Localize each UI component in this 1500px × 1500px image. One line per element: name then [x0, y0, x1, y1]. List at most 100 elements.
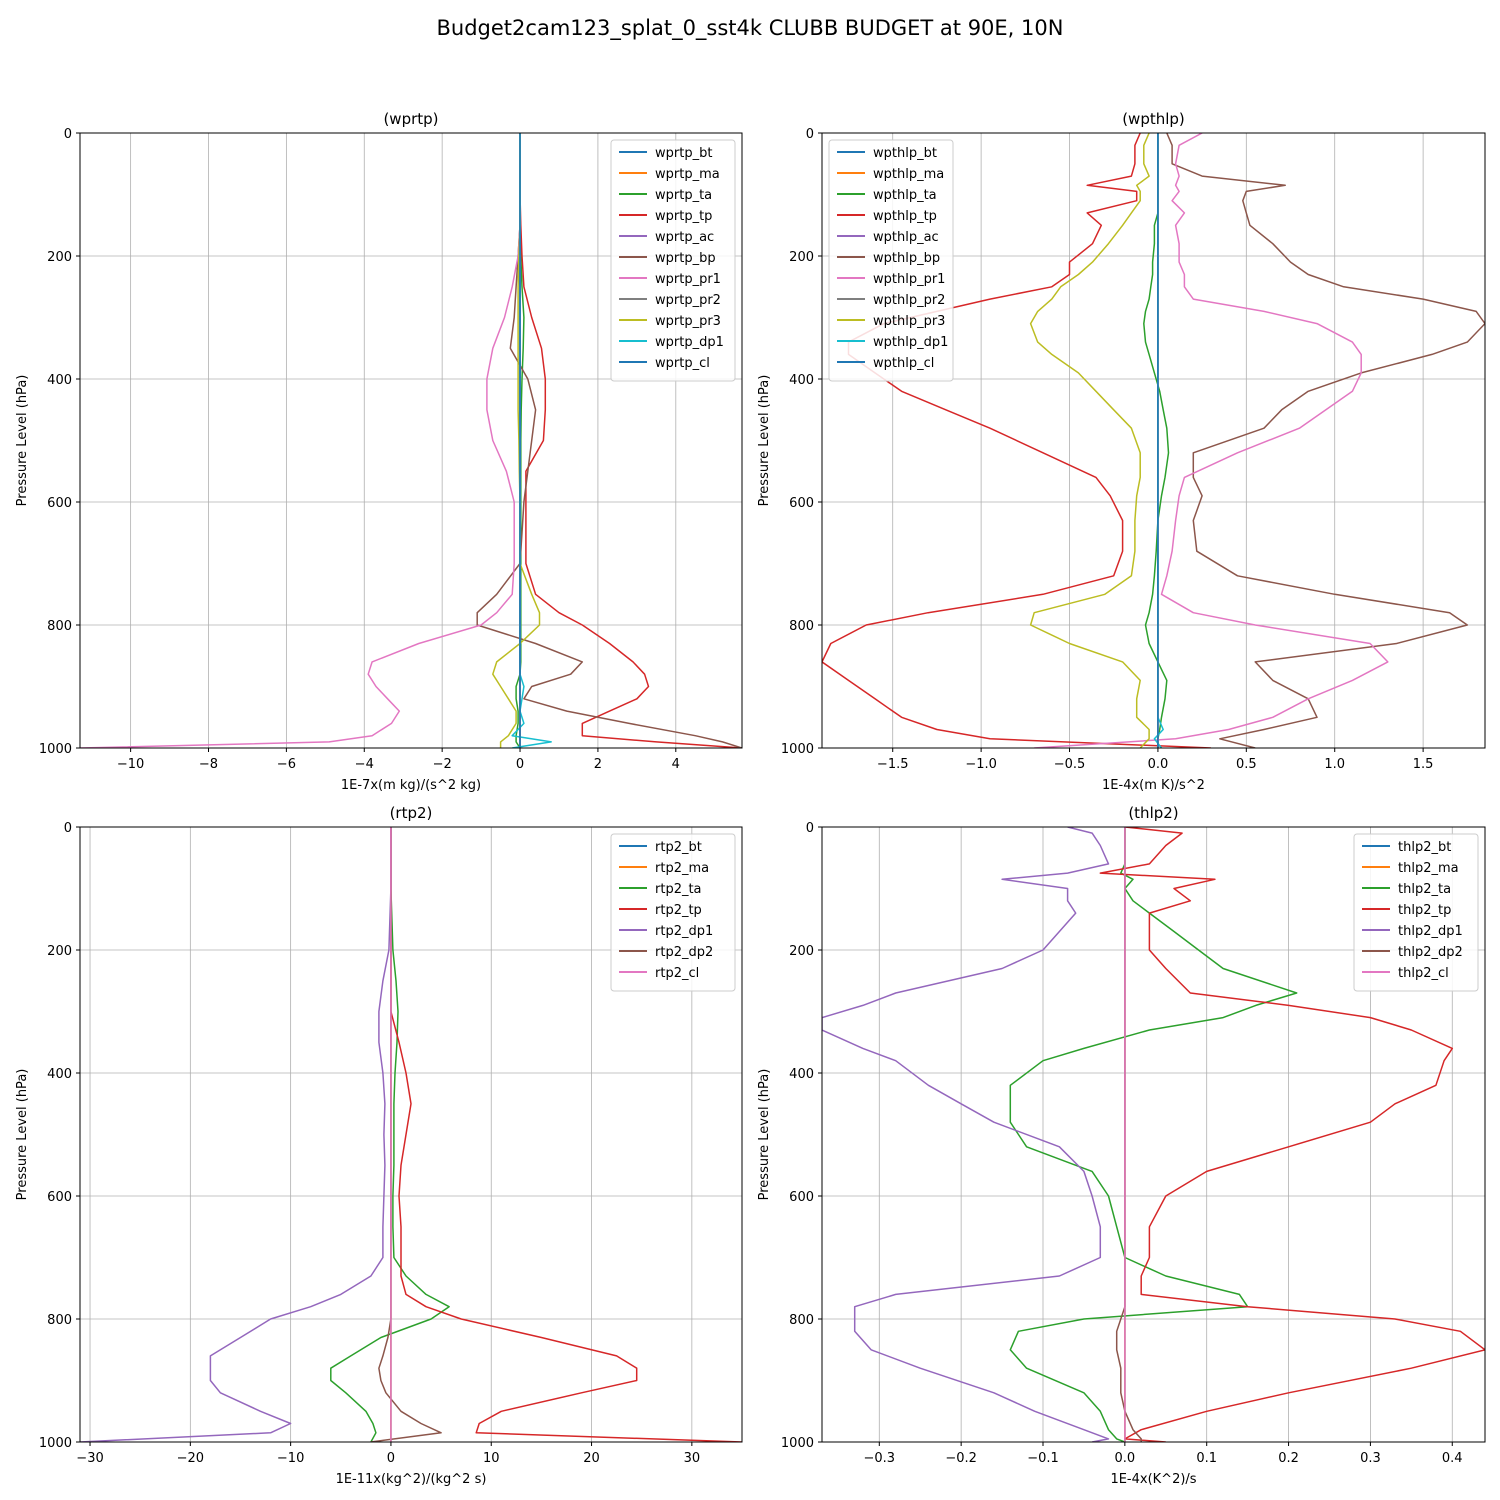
y-tick-label: 1000 [39, 742, 72, 757]
x-tick-label: −10 [117, 757, 144, 772]
series-group [822, 133, 1485, 748]
plot-frame [821, 826, 1486, 1443]
legend-label-wpthlp_ac: wpthlp_ac [873, 230, 939, 245]
series-line-thlp2_ta [1009, 827, 1298, 1442]
legend: thlp2_bt thlp2_ma thlp2_ta thlp2_tp thlp2_dp… [1353, 833, 1479, 992]
x-axis-label: 1E-4x(m K)/s^2 [1102, 778, 1205, 793]
x-tick-label: 0.0 [1115, 1451, 1136, 1466]
x-tick-label: 1.0 [1324, 757, 1345, 772]
y-tick-label: 200 [789, 944, 814, 959]
legend-label-wpthlp_pr1: wpthlp_pr1 [873, 272, 945, 287]
x-tick-label: 1.5 [1413, 757, 1434, 772]
x-tick-label: −0.2 [945, 1451, 977, 1466]
x-tick-label: −10 [277, 1451, 304, 1466]
x-tick-label: 0 [387, 1451, 395, 1466]
series-line-rtp2_tp [390, 827, 742, 1442]
x-tick-label: 0.2 [1278, 1451, 1299, 1466]
x-tick-label: −1.0 [965, 757, 997, 772]
legend: wpthlp_bt wpthlp_ma wpthlp_ta wpthlp_tpwpth… [828, 139, 954, 382]
x-tick-label: 0.3 [1360, 1451, 1381, 1466]
legend: rtp2_bt rtp2_ma rtp2_ta rtp2_tp rtp2_dp1 rtp2… [610, 833, 736, 992]
x-axis-label: 1E-4x(K^2)/s [1110, 1472, 1196, 1487]
legend-label-wpthlp_pr3: wpthlp_pr3 [873, 314, 945, 329]
x-tick-label: −20 [177, 1451, 204, 1466]
y-tick-label: 800 [47, 619, 72, 634]
legend-label-thlp2_ta: thlp2_ta [1398, 882, 1451, 897]
series-group [80, 827, 742, 1442]
chart-panel-3: −30 −20 −10 0 10 20 30 0 200 400 600 800 1000 (rtp2) 1… [15, 804, 743, 1487]
legend-label-wpthlp_dp1: wpthlp_dp1 [873, 335, 948, 350]
legend-label-wprtp_dp1: wprtp_dp1 [655, 335, 724, 350]
x-tick-label: 0.1 [1196, 1451, 1217, 1466]
legend-label-wpthlp_bt: wpthlp_bt [873, 146, 937, 161]
series-line-wprtp_pr3 [492, 133, 541, 748]
legend-label-wprtp_bp: wprtp_bp [655, 251, 716, 266]
series-line-wpthlp_bp [1166, 133, 1485, 748]
x-tick-label: −4 [355, 757, 374, 772]
y-axis-label: Pressure Level (hPa) [757, 375, 772, 507]
y-tick-label: 0 [806, 821, 814, 836]
y-tick-label: 400 [47, 1067, 72, 1082]
series-line-thlp2_dp2 [1115, 827, 1142, 1442]
legend-label-thlp2_ma: thlp2_ma [1398, 861, 1459, 876]
y-tick-label: 600 [47, 1190, 72, 1205]
y-tick-label: 0 [64, 127, 72, 142]
x-tick-label: 0 [516, 757, 524, 772]
y-axis-label: Pressure Level (hPa) [15, 1069, 30, 1201]
series-line-wpthlp_pr1 [1034, 133, 1389, 748]
chart-panel-1: −10 −8 −6 −4 −2 0 2 4 0 200 400 600 800 1000 (wprtp) 1E… [15, 110, 743, 793]
legend-label-wprtp_ac: wprtp_ac [655, 230, 714, 245]
legend-label-wprtp_ma: wprtp_ma [655, 167, 720, 182]
series-line-wprtp_pr1 [80, 133, 521, 748]
series-line-wpthlp_pr3 [1029, 133, 1150, 748]
legend-label-rtp2_dp1: rtp2_dp1 [655, 924, 713, 939]
legend-label-wprtp_ta: wprtp_ta [655, 188, 712, 203]
plot-frame [79, 826, 743, 1443]
y-tick-label: 0 [806, 127, 814, 142]
legend-label-rtp2_cl: rtp2_cl [655, 966, 699, 981]
series-line-rtp2_dp1 [80, 827, 392, 1442]
x-tick-label: −6 [277, 757, 296, 772]
legend-label-thlp2_dp2: thlp2_dp2 [1398, 945, 1463, 960]
figure-title: Budget2cam123_splat_0_sst4k CLUBB BUDGET… [436, 16, 1064, 40]
chart-title: (wpthlp) [1122, 110, 1185, 128]
y-tick-label: 600 [789, 1190, 814, 1205]
x-tick-label: −0.5 [1054, 757, 1086, 772]
x-tick-label: 0.5 [1236, 757, 1257, 772]
legend-label-rtp2_ma: rtp2_ma [655, 861, 709, 876]
x-tick-label: 4 [672, 757, 680, 772]
legend-label-rtp2_dp2: rtp2_dp2 [655, 945, 713, 960]
legend-label-wpthlp_bp: wpthlp_bp [873, 251, 940, 266]
series-line-wpthlp_tp [822, 133, 1212, 748]
x-axis-label: 1E-7x(m kg)/(s^2 kg) [341, 778, 481, 793]
y-tick-label: 1000 [781, 1436, 814, 1451]
series-line-rtp2_ta [330, 827, 450, 1442]
legend-label-wpthlp_ma: wpthlp_ma [873, 167, 944, 182]
y-tick-label: 200 [789, 250, 814, 265]
series-line-wprtp_bp [476, 133, 742, 748]
y-tick-label: 800 [789, 619, 814, 634]
series-line-thlp2_tp [1099, 827, 1485, 1442]
series-line-wpthlp_ta [1143, 133, 1170, 748]
legend-label-rtp2_ta: rtp2_ta [655, 882, 702, 897]
x-tick-label: −0.1 [1027, 1451, 1059, 1466]
x-tick-label: 0.4 [1442, 1451, 1463, 1466]
y-tick-label: 400 [789, 373, 814, 388]
chart-panel-4: −0.3 −0.2 −0.1 0.0 0.1 0.2 0.3 0.4 0 200 400 600 800… [757, 804, 1486, 1487]
legend-label-thlp2_dp1: thlp2_dp1 [1398, 924, 1463, 939]
legend-label-wpthlp_ta: wpthlp_ta [873, 188, 937, 203]
chart-title: (wprtp) [383, 110, 438, 128]
legend-label-thlp2_bt: thlp2_bt [1398, 840, 1451, 855]
x-tick-label: 20 [583, 1451, 600, 1466]
y-tick-label: 200 [47, 250, 72, 265]
y-tick-label: 800 [47, 1313, 72, 1328]
x-tick-label: 30 [684, 1451, 701, 1466]
series-group [822, 827, 1485, 1442]
y-tick-label: 0 [64, 821, 72, 836]
x-axis-label: 1E-11x(kg^2)/(kg^2 s) [336, 1472, 487, 1487]
x-tick-label: 2 [594, 757, 602, 772]
y-tick-label: 1000 [39, 1436, 72, 1451]
x-tick-label: 0.0 [1148, 757, 1169, 772]
legend-label-wpthlp_pr2: wpthlp_pr2 [873, 293, 945, 308]
